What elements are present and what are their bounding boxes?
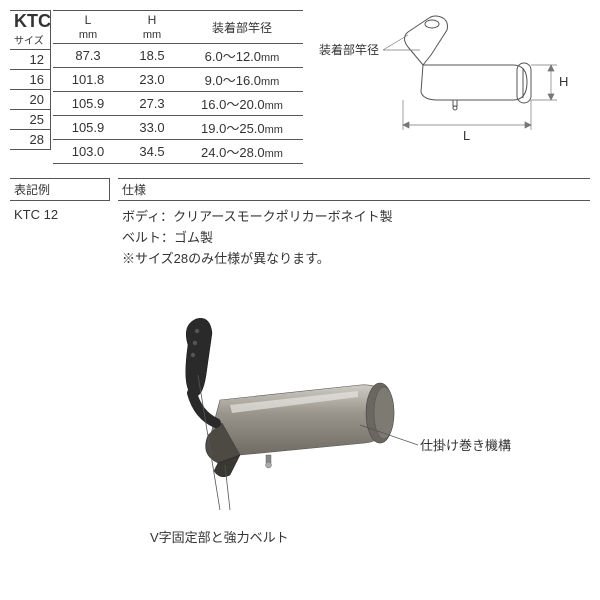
cell-d: 9.0～16.0mm	[181, 68, 303, 92]
cell-h: 27.3	[123, 92, 181, 116]
dimension-diagram: 装着部竿径 H L	[313, 10, 573, 150]
col-l-header: L mm	[53, 11, 123, 44]
cell-d: 6.0～12.0mm	[181, 44, 303, 68]
table-row: 105.9 27.3 16.0～20.0mm	[53, 92, 303, 116]
cell-d: 19.0～25.0mm	[181, 116, 303, 140]
cell-h: 23.0	[123, 68, 181, 92]
size-25: 25	[10, 110, 50, 130]
l-unit: mm	[79, 29, 97, 41]
cell-l: 105.9	[53, 116, 123, 140]
l-symbol: L	[85, 13, 92, 27]
table-row: 87.3 18.5 6.0～12.0mm	[53, 44, 303, 68]
example-head: 表記例	[10, 178, 110, 201]
size-12: 12	[10, 50, 50, 70]
spec-block: 仕様 ボディ：クリアースモークポリカーボネイト製 ベルト：ゴム製 ※サイズ28の…	[118, 178, 590, 275]
model-name: KTC	[10, 10, 50, 32]
cell-h: 18.5	[123, 44, 181, 68]
h-unit: mm	[143, 29, 161, 41]
product-svg	[90, 305, 450, 535]
col-h-header: H mm	[123, 11, 181, 44]
table-row: 103.0 34.5 24.0～28.0mm	[53, 140, 303, 164]
top-row: KTC サイズ 12 16 20 25 28 L mm H mm 装着部竿径 8…	[10, 10, 590, 164]
model-size-label: サイズ	[10, 32, 50, 50]
spec-line-2: ベルト：ゴム製	[122, 228, 586, 249]
diagram-svg: 装着部竿径 H L	[313, 10, 573, 150]
size-16: 16	[10, 70, 50, 90]
l-dim-label: L	[463, 128, 470, 143]
example-value: KTC 12	[10, 201, 110, 228]
spec-line-3: ※サイズ28のみ仕様が異なります。	[122, 249, 586, 270]
size-28: 28	[10, 130, 50, 150]
spec-body: ボディ：クリアースモークポリカーボネイト製 ベルト：ゴム製 ※サイズ28のみ仕様…	[118, 201, 590, 275]
h-dim-label: H	[559, 74, 568, 89]
h-symbol: H	[148, 13, 157, 27]
table-row: 105.9 33.0 19.0～25.0mm	[53, 116, 303, 140]
example-block: 表記例 KTC 12	[10, 178, 110, 275]
cell-d: 16.0～20.0mm	[181, 92, 303, 116]
product-illustration: 仕掛け巻き機構 V字固定部と強力ベルト	[10, 305, 590, 555]
cell-d: 24.0～28.0mm	[181, 140, 303, 164]
spec-line-1: ボディ：クリアースモークポリカーボネイト製	[122, 207, 586, 228]
cell-l: 105.9	[53, 92, 123, 116]
mount-label: 装着部竿径	[319, 42, 379, 57]
cell-h: 34.5	[123, 140, 181, 164]
label-v-fix-belt: V字固定部と強力ベルト	[150, 527, 289, 546]
cell-l: 103.0	[53, 140, 123, 164]
table-row: 101.8 23.0 9.0～16.0mm	[53, 68, 303, 92]
cell-h: 33.0	[123, 116, 181, 140]
cell-l: 87.3	[53, 44, 123, 68]
cell-l: 101.8	[53, 68, 123, 92]
col-d-header: 装着部竿径	[181, 11, 303, 44]
size-20: 20	[10, 90, 50, 110]
lower-row: 表記例 KTC 12 仕様 ボディ：クリアースモークポリカーボネイト製 ベルト：…	[10, 178, 590, 275]
spec-head: 仕様	[118, 178, 590, 201]
label-winding-mechanism: 仕掛け巻き機構	[420, 435, 511, 454]
model-column: KTC サイズ 12 16 20 25 28	[10, 10, 51, 150]
spec-table: L mm H mm 装着部竿径 87.3 18.5 6.0～12.0mm 101…	[53, 10, 303, 164]
